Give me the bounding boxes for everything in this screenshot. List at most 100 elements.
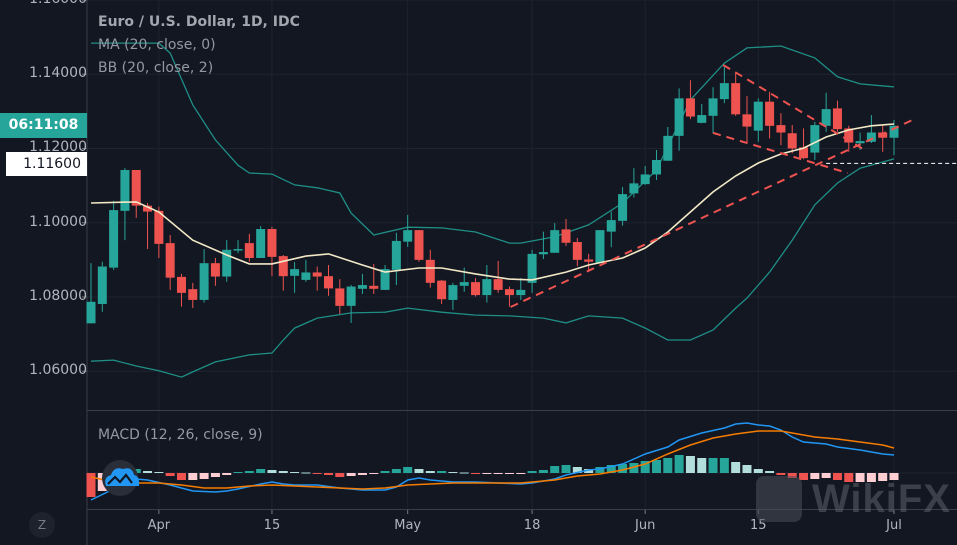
candle-body [527, 253, 537, 283]
candle-body [878, 132, 888, 138]
candle-body [652, 159, 661, 175]
time-tick-label: Jul [886, 518, 902, 533]
candle-body [143, 205, 153, 212]
macd-histogram-bar [674, 455, 684, 473]
macd-histogram-bar [188, 473, 198, 480]
candle-body [109, 210, 119, 268]
macd-histogram-bar [776, 473, 786, 475]
macd-histogram-bar [86, 473, 96, 497]
candle [889, 119, 899, 156]
candle-body [448, 285, 458, 300]
candle [640, 165, 650, 185]
candle-body [380, 269, 390, 290]
candle-body [154, 210, 164, 244]
macd-histogram-bar [606, 465, 616, 473]
bb-legend[interactable]: BB (20, close, 2) [98, 60, 214, 76]
candle [765, 91, 775, 139]
macd-histogram-bar [324, 473, 334, 475]
candle-body [425, 259, 435, 283]
macd-line [90, 422, 895, 501]
candle-body [188, 289, 198, 300]
candle [335, 279, 345, 315]
candle [595, 230, 605, 263]
price-tick-label: 1.12000 [29, 139, 87, 156]
macd-histogram-bar [618, 464, 628, 473]
candle-body [312, 272, 322, 277]
zoom-button[interactable]: Z [29, 512, 55, 538]
macd-histogram-bar [459, 472, 469, 474]
macd-histogram-bar [176, 473, 186, 480]
macd-histogram-bar [731, 462, 741, 473]
candle-body [538, 252, 548, 255]
candle [120, 168, 130, 241]
macd-histogram-bar [482, 473, 492, 474]
candle [86, 263, 96, 324]
macd-legend[interactable]: MACD (12, 26, close, 9) [98, 427, 263, 443]
macd-histogram-bar [290, 472, 300, 473]
candle-body [120, 170, 130, 211]
symbol-title[interactable]: Euro / U.S. Dollar, 1D, IDC [98, 14, 300, 30]
candle-body [403, 230, 413, 242]
candle [878, 125, 888, 152]
candle-body [369, 285, 379, 289]
trend-line-support [510, 117, 918, 308]
macd-histogram-bar [425, 471, 435, 473]
macd-histogram-bar [697, 458, 707, 473]
candle-body [290, 269, 300, 276]
candle [210, 257, 220, 286]
macd-histogram-bar [301, 472, 311, 474]
candle [176, 273, 186, 307]
candle-body [708, 98, 718, 116]
candle [312, 266, 322, 291]
candle-body [335, 288, 345, 306]
candle [799, 128, 809, 160]
bar-countdown-label: 06:11:08 [0, 113, 87, 138]
candle-body [471, 282, 481, 296]
candle-body [86, 301, 96, 324]
candle [154, 206, 164, 258]
candle [380, 265, 390, 290]
candle-body [742, 114, 752, 127]
macd-histogram-bar [663, 458, 673, 473]
macd-histogram-bar [584, 469, 594, 473]
candle-body [233, 249, 243, 251]
macd-histogram-bar [708, 458, 718, 473]
candle [584, 253, 594, 270]
time-tick-label: Jun [635, 518, 656, 533]
macd-histogram-bar [685, 456, 695, 473]
macd-histogram-bar [832, 473, 842, 480]
macd-histogram-bar [572, 467, 582, 473]
candle-body [357, 285, 367, 289]
candle-body [301, 272, 311, 280]
macd-histogram-bar [516, 473, 526, 474]
candle [346, 285, 356, 323]
macd-histogram-bar [97, 473, 107, 491]
bb-lower-line [90, 158, 895, 378]
macd-histogram-bar [844, 473, 854, 482]
candle [652, 149, 661, 181]
tradingview-logo[interactable] [102, 460, 140, 496]
candle [267, 226, 277, 277]
candle [131, 170, 141, 218]
candle [606, 211, 616, 248]
candle-body [719, 83, 729, 100]
macd-histogram-bar [855, 473, 865, 482]
ma-legend[interactable]: MA (20, close, 0) [98, 37, 216, 53]
candle-body [97, 266, 107, 305]
candle-body [550, 230, 560, 253]
macd-histogram-bar [414, 469, 424, 473]
candle [697, 103, 707, 124]
macd-histogram-bar [538, 470, 548, 473]
macd-histogram-bar [403, 467, 413, 473]
candle-body [663, 135, 673, 161]
macd-histogram-bar [199, 473, 209, 479]
candle [414, 230, 424, 262]
macd-histogram-bar [267, 470, 277, 473]
price-tick-label: 1.06000 [29, 362, 87, 379]
candle-body [584, 259, 594, 262]
candle [222, 240, 232, 282]
candle-body [821, 109, 831, 126]
candle-body [866, 132, 876, 142]
candle-body [165, 243, 175, 278]
